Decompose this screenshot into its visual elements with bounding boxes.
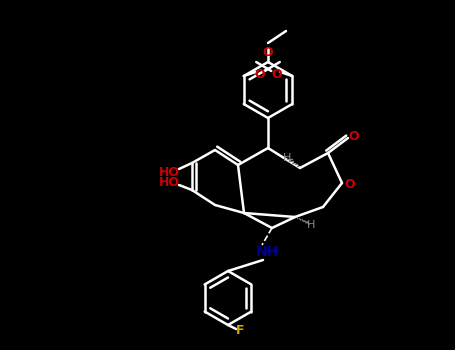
Text: O: O [345,177,355,190]
Text: O: O [263,46,273,58]
Text: F: F [236,324,244,337]
Text: NH: NH [255,245,278,259]
Text: H: H [307,220,315,230]
Text: H: H [283,153,291,163]
Text: O: O [254,68,265,80]
Text: O: O [271,68,282,80]
Text: O: O [349,131,359,144]
Text: HO: HO [158,176,180,189]
Text: HO: HO [158,166,180,178]
